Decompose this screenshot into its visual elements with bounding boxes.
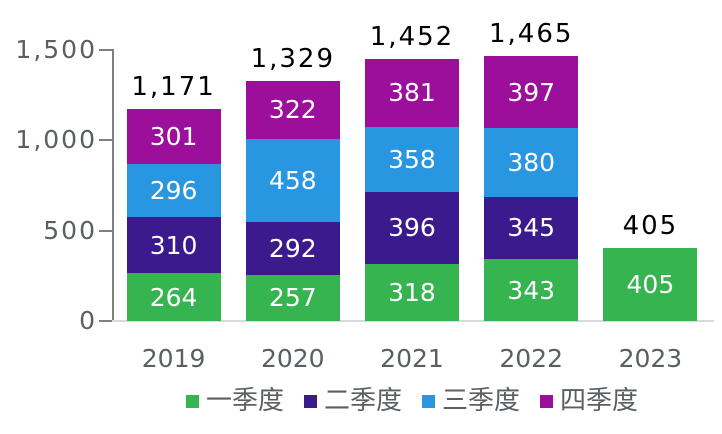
segment-value-label: 257 xyxy=(268,283,317,313)
bar-segment-2021-三季度: 358 xyxy=(364,127,459,193)
bar-slot-2022: 343 345 380 397 1,465 xyxy=(472,19,591,321)
segment-value-label: 264 xyxy=(149,282,198,312)
segment-value-label: 301 xyxy=(149,122,198,152)
bar-segment-2020-二季度: 292 xyxy=(245,221,340,275)
x-axis-line xyxy=(112,320,714,322)
bar-2020: 257 292 458 322 1,329 xyxy=(245,44,340,321)
legend-label: 三季度 xyxy=(442,386,521,416)
bar-slot-2019: 264 310 296 301 1,171 xyxy=(114,50,233,321)
segment-value-label: 345 xyxy=(507,213,556,243)
bar-slot-2023: 405 405 xyxy=(591,50,710,321)
bar-segment-2022-三季度: 380 xyxy=(484,128,579,197)
y-tick-label: 1,500 xyxy=(15,35,97,64)
segment-value-label: 322 xyxy=(268,95,317,125)
legend-swatch-icon xyxy=(422,394,435,408)
x-tick-label-2019: 2019 xyxy=(141,344,206,373)
y-tick-label: 0 xyxy=(79,306,97,335)
legend-label: 一季度 xyxy=(205,386,284,416)
segment-value-label: 458 xyxy=(268,165,317,195)
total-label-2021: 1,452 xyxy=(369,21,455,52)
y-axis-tick xyxy=(99,320,112,322)
legend-item-二季度: 二季度 xyxy=(303,386,402,416)
segment-value-label: 380 xyxy=(507,147,556,177)
bar-2019: 264 310 296 301 1,171 xyxy=(126,72,221,321)
y-tick-label: 1,000 xyxy=(15,125,97,155)
legend-label: 二季度 xyxy=(323,386,402,416)
segment-value-label: 296 xyxy=(149,176,198,206)
segment-value-label: 358 xyxy=(388,145,436,175)
bar-2022: 343 345 380 397 1,465 xyxy=(484,19,579,321)
bar-segment-2021-二季度: 396 xyxy=(364,192,459,264)
legend-swatch-icon xyxy=(185,394,199,408)
segment-value-label: 292 xyxy=(268,233,317,263)
segment-value-label: 343 xyxy=(507,275,556,305)
bar-2021: 318 396 358 381 1,452 xyxy=(364,22,459,321)
bar-segment-2019-四季度: 301 xyxy=(126,109,221,164)
x-tick-label-2023: 2023 xyxy=(618,344,683,373)
segment-value-label: 318 xyxy=(388,277,436,307)
total-label-2022: 1,465 xyxy=(488,19,574,50)
bar-segment-2019-二季度: 310 xyxy=(126,217,221,274)
legend-label: 四季度 xyxy=(560,386,639,416)
total-label-2023: 405 xyxy=(622,210,679,241)
x-axis: 2019 2020 2021 2022 2023 xyxy=(0,345,722,375)
y-axis-tick xyxy=(99,139,112,142)
x-tick-label-2022: 2022 xyxy=(499,344,563,373)
bar-segment-2023-一季度: 405 xyxy=(603,247,698,321)
legend-item-四季度: 四季度 xyxy=(540,387,638,415)
total-label-2019: 1,171 xyxy=(131,72,216,103)
legend: 一季度 二季度 三季度 四季度 xyxy=(114,387,710,415)
bar-segment-2021-一季度: 318 xyxy=(364,263,459,321)
y-axis-tick xyxy=(99,229,112,232)
bar-segment-2020-一季度: 257 xyxy=(245,274,340,321)
bar-segment-2020-三季度: 458 xyxy=(245,139,340,222)
bar-segment-2022-四季度: 397 xyxy=(484,56,579,129)
legend-swatch-icon xyxy=(303,394,317,408)
bar-2023: 405 405 xyxy=(603,211,698,321)
bar-segment-2020-四季度: 322 xyxy=(245,80,340,140)
y-axis-line xyxy=(112,49,114,322)
bar-segment-2022-一季度: 343 xyxy=(484,259,579,321)
legend-item-三季度: 三季度 xyxy=(422,387,520,415)
y-axis-tick xyxy=(99,49,112,51)
bar-segment-2019-三季度: 296 xyxy=(126,163,221,218)
bar-slot-2020: 257 292 458 322 1,329 xyxy=(233,44,352,321)
legend-item-一季度: 一季度 xyxy=(185,386,284,416)
x-tick-label-2020: 2020 xyxy=(260,344,325,373)
segment-value-label: 405 xyxy=(626,269,675,299)
legend-swatch-icon xyxy=(540,394,554,408)
bar-segment-2019-一季度: 264 xyxy=(126,273,221,321)
bar-slot-2021: 318 396 358 381 1,452 xyxy=(352,22,471,321)
total-label-2020: 1,329 xyxy=(250,43,335,74)
x-tick-label-2021: 2021 xyxy=(380,344,444,373)
segment-value-label: 310 xyxy=(149,230,198,260)
bar-segment-2022-二季度: 345 xyxy=(484,196,579,260)
plot-area: 264 310 296 301 1,171 257 292 458 322 1,329 318 396… xyxy=(114,19,710,321)
segment-value-label: 397 xyxy=(507,77,556,107)
bar-segment-2021-四季度: 381 xyxy=(364,58,459,128)
segment-value-label: 396 xyxy=(388,213,436,243)
segment-value-label: 381 xyxy=(388,78,436,108)
y-tick-label: 500 xyxy=(43,215,97,245)
